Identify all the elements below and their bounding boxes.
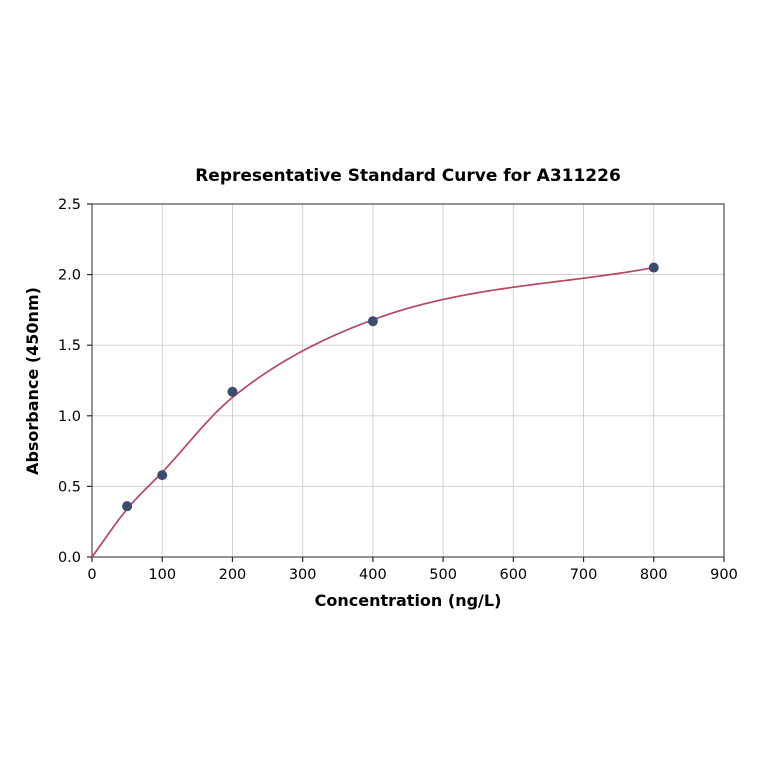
data-point: [648, 262, 659, 273]
grid-lines: [91, 203, 725, 558]
chart-title: Representative Standard Curve for A31122…: [195, 166, 621, 186]
y-tick-label: 1.5: [58, 338, 81, 354]
y-tick-label: 1.0: [58, 409, 81, 425]
tick-labels: 0 100 200 300 400 500 600 700 800 900 0.0 0.5 1.0 1.5…: [58, 197, 738, 583]
data-point: [227, 386, 238, 397]
data-point: [367, 316, 378, 327]
y-axis-label: Absorbance (450nm): [23, 287, 42, 475]
x-axis-label: Concentration (ng/L): [315, 591, 502, 610]
x-tick-label: 900: [710, 567, 738, 583]
x-tick-label: 200: [219, 567, 247, 583]
y-tick-label: 2.0: [58, 268, 81, 284]
x-tick-label: 600: [499, 567, 527, 583]
x-tick-label: 100: [148, 567, 176, 583]
x-tick-label: 700: [570, 567, 598, 583]
x-tick-label: 0: [87, 567, 96, 583]
y-tick-label: 2.5: [58, 197, 81, 213]
axis-ticks: [87, 203, 725, 562]
data-point: [157, 470, 168, 481]
x-tick-label: 800: [640, 567, 668, 583]
data-point: [122, 501, 133, 512]
plot-border: [91, 203, 725, 558]
y-tick-label: 0.5: [58, 479, 81, 495]
x-tick-label: 300: [289, 567, 317, 583]
data-points: [122, 262, 659, 512]
plot-border-rect: [91, 203, 725, 558]
x-tick-label: 400: [359, 567, 387, 583]
y-tick-label: 0.0: [58, 550, 81, 566]
x-tick-label: 500: [429, 567, 457, 583]
